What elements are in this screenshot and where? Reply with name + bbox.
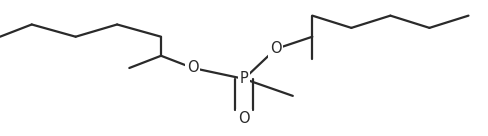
Text: O: O: [238, 111, 250, 126]
Text: O: O: [270, 41, 282, 56]
Text: O: O: [187, 61, 199, 75]
Text: P: P: [240, 71, 248, 86]
